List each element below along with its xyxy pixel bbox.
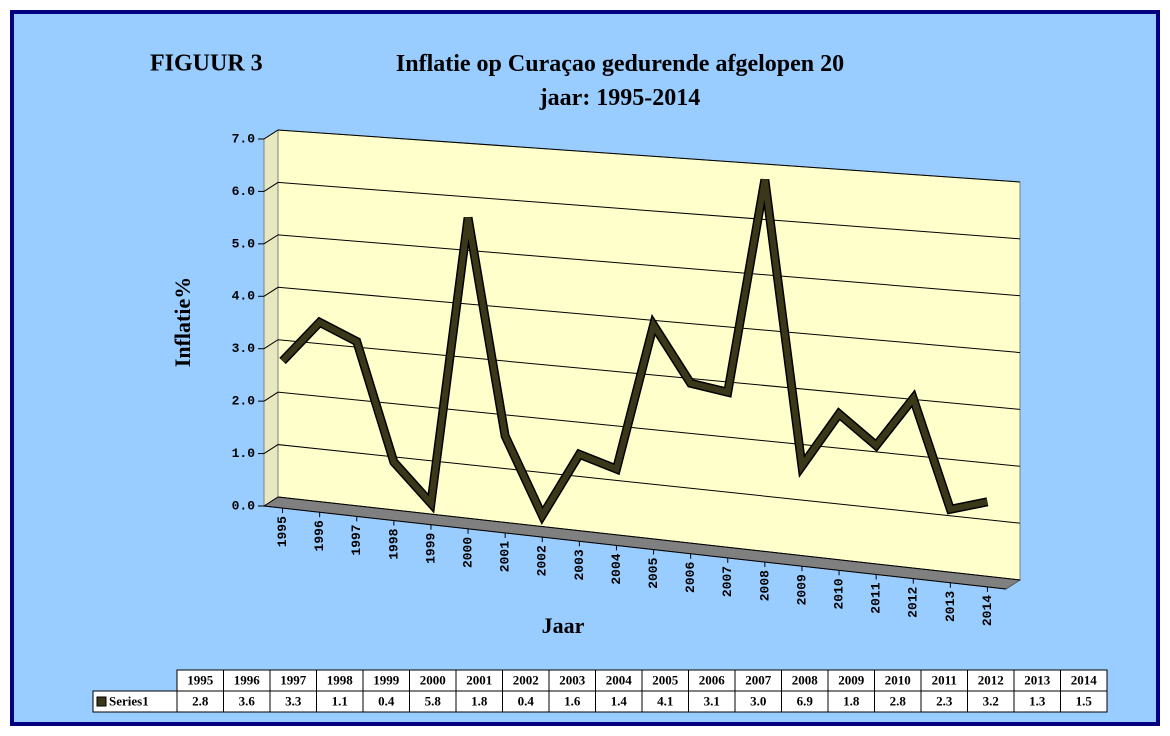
grid-line bbox=[263, 496, 1021, 581]
table-header: 2005 bbox=[652, 672, 679, 687]
x-tick-label: 1995 bbox=[275, 516, 290, 547]
table-value: 0.4 bbox=[518, 693, 535, 708]
x-tick-label: 2013 bbox=[943, 591, 958, 622]
table-value: 4.1 bbox=[657, 693, 673, 708]
figure-label: FIGUUR 3 bbox=[150, 51, 263, 77]
y-axis-label: Inflatie% bbox=[170, 277, 195, 367]
x-tick-label: 2005 bbox=[646, 557, 661, 588]
x-tick-label: 2006 bbox=[683, 562, 698, 593]
table-header: 2014 bbox=[1071, 672, 1098, 687]
line bbox=[280, 179, 989, 522]
table-value: 2.8 bbox=[890, 693, 907, 708]
table-value: 1.8 bbox=[843, 693, 860, 708]
table-value: 3.0 bbox=[750, 693, 766, 708]
table-value: 1.8 bbox=[471, 693, 488, 708]
x-tick-label: 2014 bbox=[980, 595, 995, 626]
x-tick-label: 2009 bbox=[794, 574, 809, 605]
table-value: 2.8 bbox=[192, 693, 209, 708]
y-tick-label: 7.0 bbox=[232, 131, 256, 146]
legend-label: Series1 bbox=[109, 693, 149, 708]
table-header: 2012 bbox=[978, 672, 1004, 687]
x-tick-label: 2010 bbox=[831, 578, 846, 609]
table-header: 2001 bbox=[466, 672, 492, 687]
table-value: 5.8 bbox=[425, 693, 442, 708]
chart-title: Inflatie op Curaçao gedurende afgelopen … bbox=[395, 51, 845, 111]
table-value: 3.1 bbox=[704, 693, 720, 708]
grid-line bbox=[263, 339, 1021, 410]
grid-line bbox=[263, 444, 1021, 524]
table-header: 2000 bbox=[420, 672, 446, 687]
x-tick-label: 2007 bbox=[720, 566, 735, 597]
y-tick-label: 4.0 bbox=[232, 289, 256, 304]
x-tick-label: 1996 bbox=[312, 520, 327, 551]
x-tick-label: 2000 bbox=[460, 537, 475, 568]
table-header: 1997 bbox=[280, 672, 307, 687]
x-tick-label: 2008 bbox=[757, 570, 772, 601]
table-header: 1996 bbox=[234, 672, 261, 687]
table-value: 0.4 bbox=[378, 693, 395, 708]
table-value: 1.1 bbox=[332, 693, 348, 708]
y-tick-label: 5.0 bbox=[232, 236, 256, 251]
table-cell bbox=[1060, 669, 1108, 692]
x-tick-label: 2002 bbox=[535, 545, 550, 576]
x-tick-label: 2012 bbox=[906, 586, 921, 617]
y-tick-label: 3.0 bbox=[232, 341, 256, 356]
table-header: 2008 bbox=[792, 672, 819, 687]
table-header: 2006 bbox=[699, 672, 726, 687]
x-tick-label: 2011 bbox=[869, 582, 884, 613]
grid-line bbox=[263, 129, 1021, 183]
table-header: 2002 bbox=[513, 672, 539, 687]
table-header: 1998 bbox=[327, 672, 354, 687]
table-value: 1.4 bbox=[611, 693, 628, 708]
table-header: 1999 bbox=[373, 672, 400, 687]
table-value: 1.3 bbox=[1029, 693, 1046, 708]
x-tick-label: 2001 bbox=[498, 541, 513, 572]
grid-line bbox=[263, 286, 1021, 354]
grid-line bbox=[263, 391, 1021, 467]
table-header: 2004 bbox=[606, 672, 633, 687]
y-tick-label: 6.0 bbox=[232, 184, 256, 199]
table-header: 1995 bbox=[187, 672, 214, 687]
table-header: 2010 bbox=[885, 672, 911, 687]
legend-key bbox=[96, 696, 107, 707]
x-tick-label: 2003 bbox=[572, 549, 587, 580]
table-value: 3.3 bbox=[285, 693, 302, 708]
x-tick-label: 1998 bbox=[386, 528, 401, 559]
table-value: 6.9 bbox=[797, 693, 814, 708]
x-tick-label: 1999 bbox=[423, 532, 438, 563]
table-value: 3.6 bbox=[239, 693, 256, 708]
table-value: 3.2 bbox=[983, 693, 999, 708]
y-tick-label: 0.0 bbox=[232, 498, 256, 513]
table-header: 2007 bbox=[745, 672, 772, 687]
x-tick-label: 2004 bbox=[609, 553, 624, 584]
table-value: 1.5 bbox=[1076, 693, 1093, 708]
table-header: 2013 bbox=[1024, 672, 1051, 687]
table-header: 2009 bbox=[838, 672, 865, 687]
table-value: 1.6 bbox=[564, 693, 581, 708]
table-value: 2.3 bbox=[936, 693, 953, 708]
y-tick-label: 1.0 bbox=[232, 446, 256, 461]
table-header: 2011 bbox=[932, 672, 957, 687]
x-axis-label: Jaar bbox=[542, 613, 585, 638]
grid-line bbox=[263, 234, 1021, 297]
x-tick-label: 1997 bbox=[349, 524, 364, 555]
x-axis bbox=[263, 505, 1007, 590]
table-header: 2003 bbox=[559, 672, 586, 687]
y-tick-label: 2.0 bbox=[232, 394, 256, 409]
